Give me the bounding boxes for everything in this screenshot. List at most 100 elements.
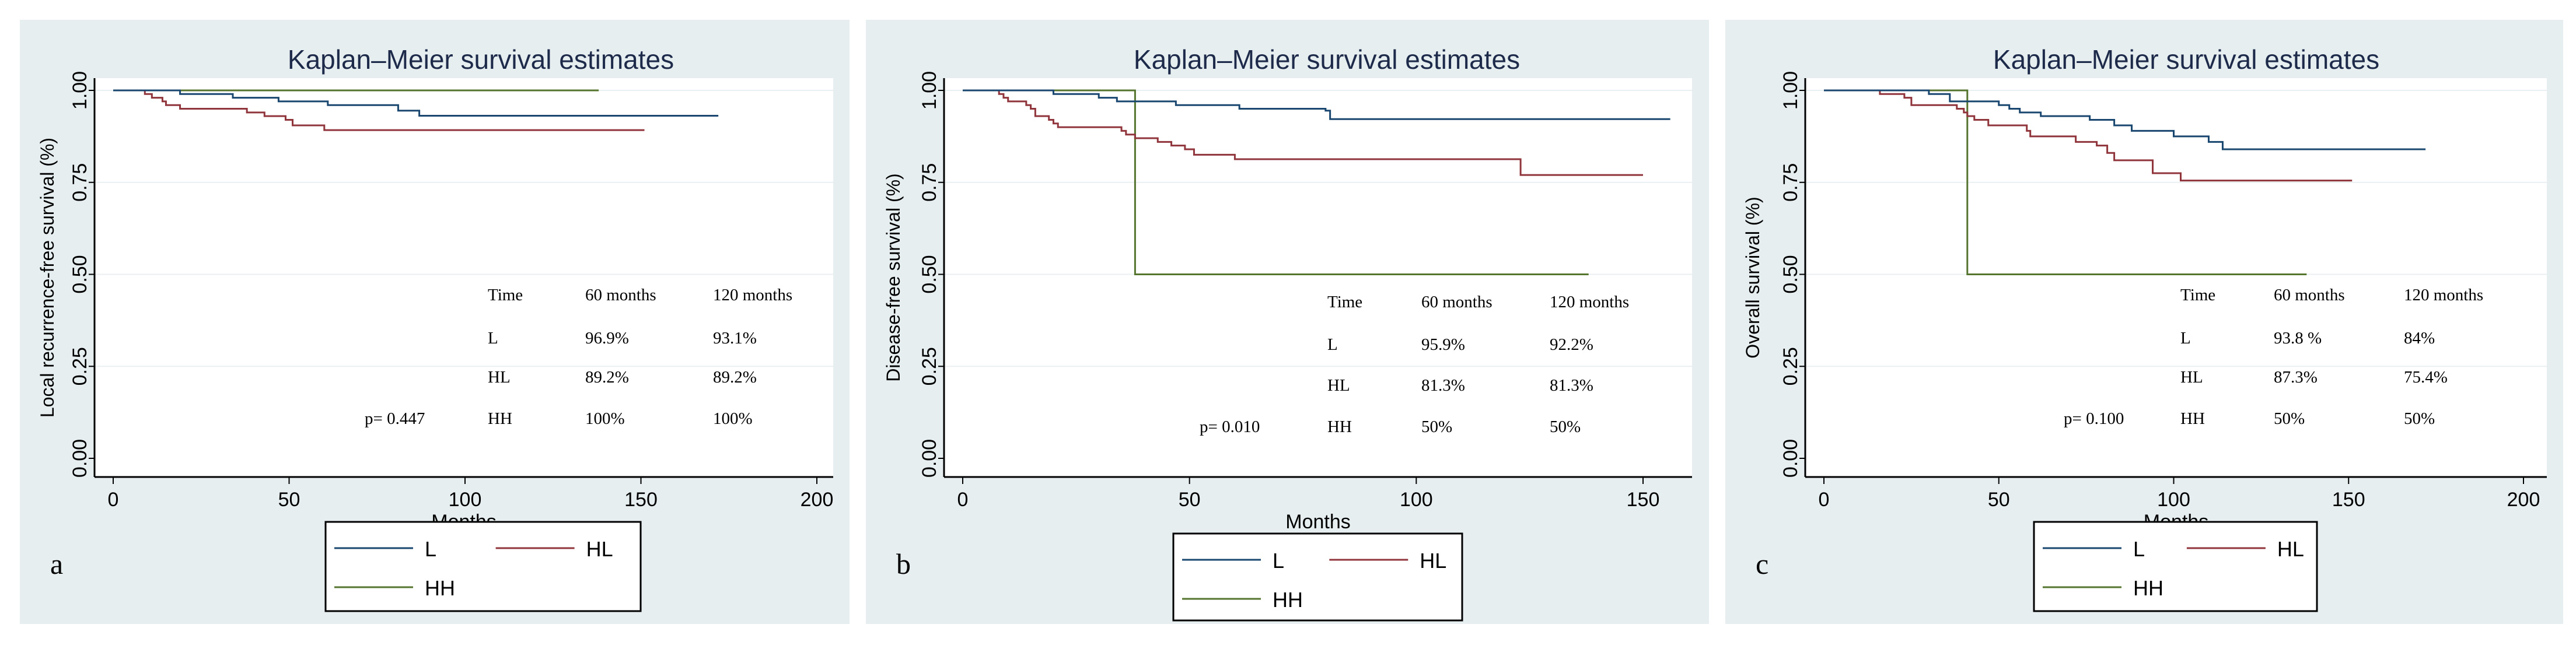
table-header: 120 months: [713, 286, 792, 304]
y-tick-label: 0.25: [1780, 347, 1802, 385]
table-cell: 96.9%: [585, 329, 629, 348]
km-chart-b: Kaplan–Meier survival estimates 0.00 0.25 0…: [883, 44, 1692, 622]
table-cell: 81.3%: [1421, 376, 1465, 395]
table-cell: 93.8 %: [2274, 329, 2322, 348]
panel-letter: c: [1756, 548, 1768, 580]
table-cell: 50%: [1550, 418, 1581, 436]
y-tick-label: 0.25: [918, 347, 941, 385]
table-cell: 100%: [585, 409, 625, 428]
y-tick-label: 1.00: [1780, 71, 1802, 110]
survival-curve-l: [963, 89, 1670, 120]
table-cell: 89.2%: [713, 368, 757, 387]
table-cell: 87.3%: [2274, 368, 2318, 387]
table-cell: L: [2180, 329, 2191, 348]
x-tick-label: 150: [624, 489, 658, 511]
x-tick-label: 200: [2507, 489, 2540, 511]
survival-curve-hl: [1824, 89, 2353, 182]
legend-label: L: [2133, 537, 2145, 561]
table-cell: 100%: [713, 409, 753, 428]
table-cell: HH: [2180, 409, 2205, 428]
y-tick-label: 0.00: [918, 439, 941, 478]
x-tick-label: 0: [1819, 489, 1830, 511]
x-tick-label: 100: [1400, 489, 1433, 511]
x-tick-label: 50: [278, 489, 300, 511]
legend-label: HL: [2277, 537, 2304, 561]
legend-label: HH: [2133, 576, 2163, 600]
p-value: p= 0.447: [365, 409, 425, 428]
legend-label: HL: [1420, 549, 1446, 573]
table-header: Time: [488, 286, 523, 304]
x-tick-label: 150: [1627, 489, 1660, 511]
table-cell: HL: [1327, 376, 1350, 395]
survival-curve-hl: [963, 89, 1643, 176]
table-cell: 89.2%: [585, 368, 629, 387]
x-tick-label: 50: [1179, 489, 1201, 511]
table-cell: L: [488, 329, 498, 348]
y-tick-label: 0.50: [918, 255, 941, 293]
x-tick-label: 200: [801, 489, 834, 511]
table-header: 60 months: [585, 286, 656, 304]
table-cell: L: [1327, 335, 1338, 354]
chart-title: Kaplan–Meier survival estimates: [1993, 44, 2379, 75]
table-cell: 92.2%: [1550, 335, 1593, 354]
table-cell: 75.4%: [2404, 368, 2448, 387]
x-tick-label: 100: [449, 489, 482, 511]
y-tick-label: 0.50: [69, 255, 91, 293]
x-tick-label: 0: [108, 489, 119, 511]
panel-b: Kaplan–Meier survival estimates 0.00 0.25 0…: [866, 20, 1709, 624]
p-value: p= 0.100: [2064, 409, 2124, 428]
plot-area: [944, 78, 1692, 477]
survival-curve-l: [1824, 89, 2426, 150]
table-cell: HH: [1327, 418, 1352, 436]
p-value: p= 0.010: [1200, 418, 1260, 436]
legend-box: [2033, 521, 2318, 612]
y-axis-label: Overall survival (%): [1742, 197, 1763, 358]
table-cell: HL: [2180, 368, 2203, 387]
y-tick-label: 0.75: [69, 163, 91, 202]
y-tick-label: 0.75: [918, 163, 941, 202]
x-tick-label: 150: [2332, 489, 2365, 511]
legend-box: [324, 521, 642, 612]
chart-title: Kaplan–Meier survival estimates: [1134, 44, 1520, 75]
table-cell: 95.9%: [1421, 335, 1465, 354]
y-axis-label: Local recurrence-free survival (%): [37, 138, 58, 418]
y-tick-label: 1.00: [69, 71, 91, 110]
x-tick-label: 100: [2157, 489, 2190, 511]
x-tick-label: 0: [957, 489, 969, 511]
km-chart-c: Kaplan–Meier survival estimates 0.00 0.25 0…: [1742, 44, 2547, 612]
table-cell: HL: [488, 368, 511, 387]
table-header: Time: [2180, 286, 2215, 304]
panel-c: Kaplan–Meier survival estimates 0.00 0.25 0…: [1725, 20, 2563, 624]
y-tick-label: 0.00: [1780, 439, 1802, 478]
plot-area: [1805, 78, 2547, 477]
survival-curve-l: [113, 89, 719, 117]
table-cell: 81.3%: [1550, 376, 1593, 395]
plot-area: [95, 78, 833, 477]
panel-letter: a: [50, 548, 63, 580]
table-header: 60 months: [2274, 286, 2345, 304]
table-cell: 84%: [2404, 329, 2435, 348]
y-tick-label: 0.50: [1780, 255, 1802, 293]
panel-letter: b: [896, 548, 911, 580]
survival-curve-hl: [113, 89, 645, 131]
legend-box: [1172, 532, 1463, 622]
table-header: Time: [1327, 293, 1362, 311]
table-header: 60 months: [1421, 293, 1493, 311]
legend-label: HH: [425, 576, 455, 600]
table-cell: 50%: [2404, 409, 2435, 428]
legend-label: HH: [1273, 588, 1303, 612]
chart-title: Kaplan–Meier survival estimates: [288, 44, 674, 75]
y-tick-label: 0.00: [69, 439, 91, 478]
legend-label: L: [425, 537, 436, 561]
table-cell: 93.1%: [713, 329, 757, 348]
y-tick-label: 0.25: [69, 347, 91, 385]
table-cell: 50%: [2274, 409, 2305, 428]
x-axis-label: Months: [1285, 511, 1351, 533]
table-cell: HH: [488, 409, 512, 428]
legend-label: HL: [586, 537, 613, 561]
km-chart-a: Kaplan–Meier survival estimates 0.00 0.25 0…: [37, 44, 834, 612]
y-axis-label: Disease-free survival (%): [883, 173, 904, 381]
panel-a: Kaplan–Meier survival estimates 0.00 0.25 0…: [20, 20, 850, 624]
y-tick-label: 1.00: [918, 71, 941, 110]
x-tick-label: 50: [1988, 489, 2010, 511]
